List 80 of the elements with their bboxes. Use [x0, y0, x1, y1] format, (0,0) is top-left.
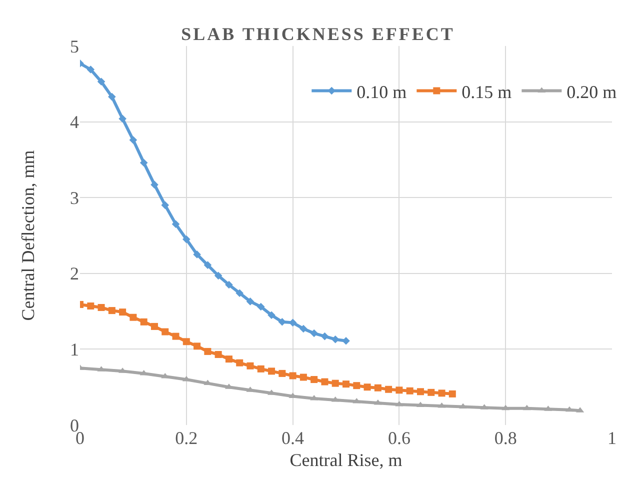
point — [193, 250, 201, 258]
y-tick-label: 3 — [70, 188, 79, 208]
point — [438, 390, 446, 397]
point — [161, 201, 170, 210]
legend-label: 0.20 m — [566, 82, 617, 102]
x-tick-label: 0.8 — [494, 428, 517, 448]
y-tick-label: 5 — [70, 36, 79, 56]
point — [331, 396, 340, 402]
point — [342, 336, 350, 345]
point — [396, 386, 403, 394]
point — [225, 280, 233, 289]
point — [459, 403, 468, 409]
point — [162, 328, 169, 336]
legend-label: 0.15 m — [462, 82, 512, 102]
point — [406, 387, 414, 394]
point — [87, 302, 94, 310]
y-tick-label: 1 — [70, 340, 79, 360]
point — [194, 342, 201, 350]
point — [204, 261, 212, 269]
point — [108, 307, 116, 314]
point — [331, 335, 340, 344]
point — [140, 318, 148, 326]
point — [236, 359, 244, 366]
point — [182, 235, 190, 244]
x-tick-label: 0.4 — [282, 428, 304, 448]
point — [182, 338, 190, 346]
point — [236, 289, 244, 298]
legend-label: 0.10 m — [356, 82, 407, 102]
x-tick-label: 0.2 — [175, 428, 198, 448]
point — [268, 311, 276, 319]
point — [310, 394, 318, 400]
point — [150, 180, 158, 189]
point — [416, 388, 424, 396]
point — [332, 380, 339, 387]
point — [448, 390, 456, 398]
point — [364, 384, 371, 391]
point — [428, 388, 435, 396]
x-axis-title: Central Rise, m — [290, 450, 402, 470]
point — [353, 382, 360, 390]
point — [129, 136, 138, 144]
point — [140, 158, 148, 167]
point — [385, 386, 392, 393]
point — [289, 372, 296, 380]
point — [321, 378, 328, 386]
point — [225, 356, 232, 363]
chart-title: SLAB THICKNESS EFFECT — [181, 24, 455, 44]
point — [257, 365, 264, 372]
y-tick-label: 4 — [70, 112, 79, 132]
point — [172, 220, 180, 228]
point — [246, 298, 254, 306]
x-tick-label: 1 — [608, 428, 616, 448]
point — [565, 406, 574, 412]
point — [246, 362, 254, 370]
point — [300, 324, 308, 333]
point — [204, 348, 212, 355]
point — [268, 368, 276, 375]
point — [278, 370, 286, 377]
point — [108, 92, 116, 101]
point — [300, 374, 307, 381]
point — [342, 380, 350, 388]
point — [150, 322, 158, 330]
point — [214, 351, 222, 358]
point — [502, 404, 510, 410]
y-tick-label: 2 — [70, 264, 79, 284]
point — [98, 304, 105, 312]
point — [374, 384, 382, 392]
y-axis-title: Central Deflection, mm — [18, 150, 38, 321]
point — [310, 376, 318, 384]
point — [522, 404, 531, 410]
point — [119, 308, 126, 316]
point — [172, 332, 180, 340]
point — [320, 332, 329, 340]
point — [214, 272, 222, 280]
point — [310, 329, 318, 338]
x-tick-label: 0.6 — [388, 428, 410, 448]
point — [97, 78, 106, 86]
point — [256, 302, 265, 311]
point — [130, 314, 137, 321]
point — [118, 114, 126, 123]
point — [86, 66, 95, 74]
